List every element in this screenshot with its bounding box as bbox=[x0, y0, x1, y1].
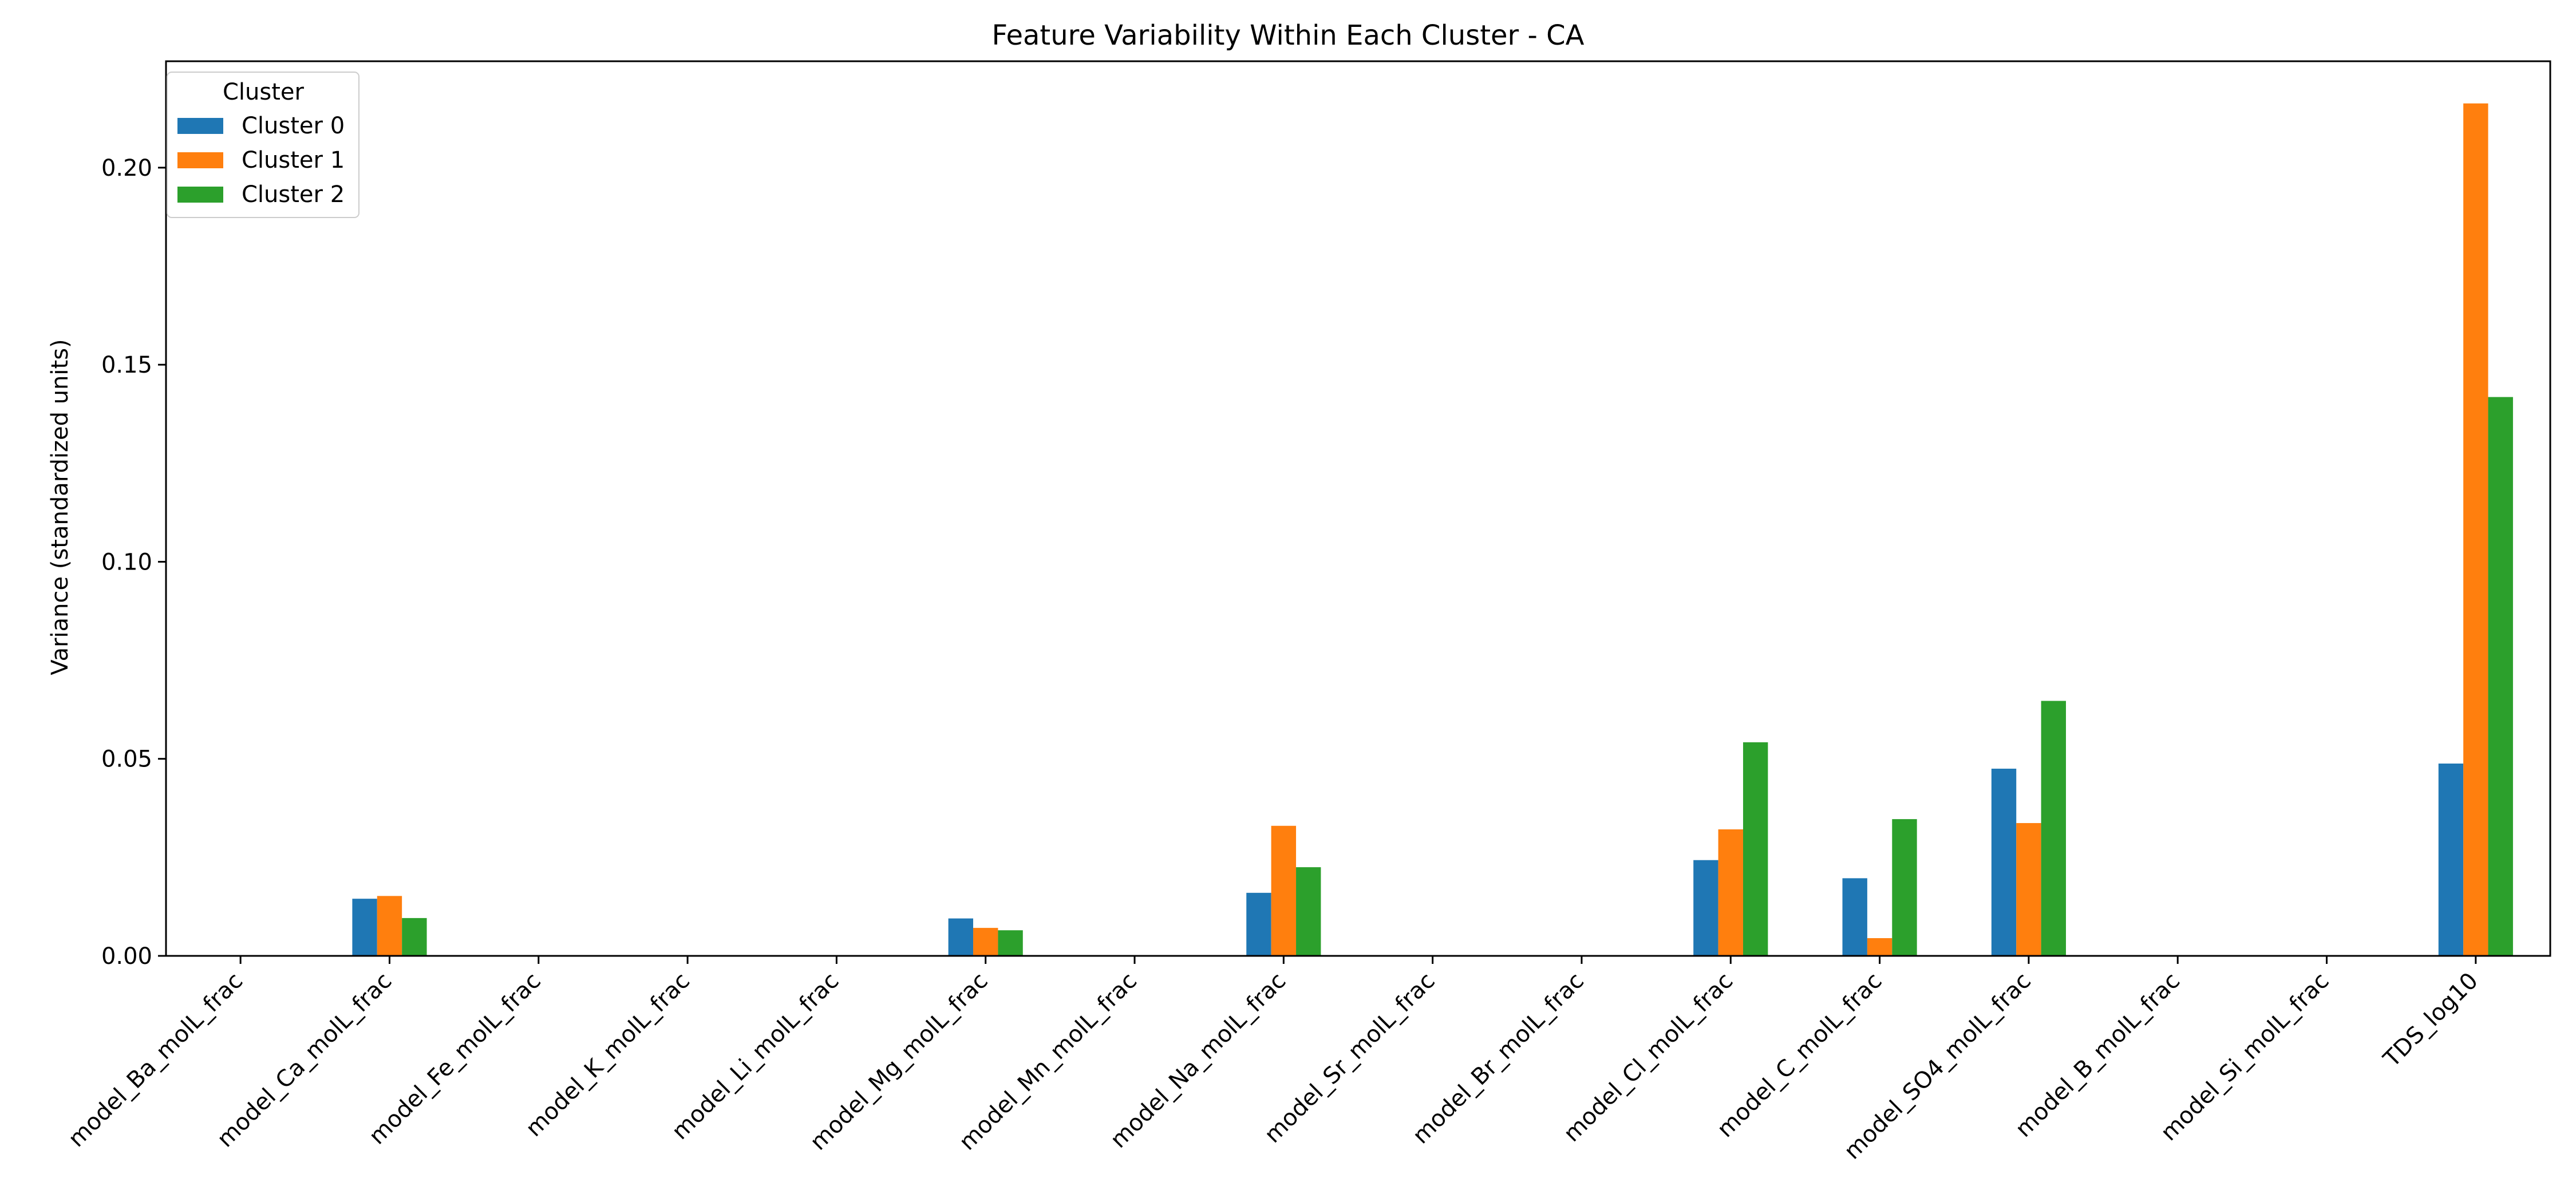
bar-cluster-1-model_mg_moll_frac bbox=[973, 928, 998, 956]
x-tick-label: model_Fe_molL_frac bbox=[364, 968, 546, 1150]
bar-cluster-2-tds_log10 bbox=[2488, 397, 2513, 956]
x-tick-label: TDS_log10 bbox=[2378, 968, 2483, 1073]
x-tick-label: model_C_molL_frac bbox=[1712, 968, 1887, 1143]
y-tick-label: 0.15 bbox=[101, 352, 152, 378]
legend-swatch bbox=[177, 187, 223, 203]
x-tick-label: model_Si_molL_frac bbox=[2156, 968, 2334, 1146]
y-axis: 0.00 0.05 0.10 0.15 0.20 bbox=[101, 155, 166, 970]
x-tick-label: model_K_molL_frac bbox=[521, 968, 696, 1142]
x-tick-label: model_Ca_molL_frac bbox=[212, 968, 397, 1153]
bar-cluster-1-model_so4_moll_frac bbox=[2016, 823, 2041, 956]
bar-cluster-1-model_na_moll_frac bbox=[1271, 825, 1297, 956]
legend-label: Cluster 0 bbox=[242, 113, 345, 139]
y-tick-label: 0.00 bbox=[101, 943, 152, 970]
plot-frame bbox=[165, 60, 2551, 957]
bar-cluster-2-model_c_moll_frac bbox=[1892, 819, 1917, 956]
legend-box bbox=[167, 72, 359, 218]
chart-title: Feature Variability Within Each Cluster … bbox=[992, 19, 1585, 52]
x-tick-label: model_Cl_molL_frac bbox=[1559, 968, 1739, 1148]
bar-cluster-0-model_so4_moll_frac bbox=[1991, 768, 2017, 956]
y-axis-label: Variance (standardized units) bbox=[47, 339, 73, 675]
x-axis: model_Ba_molL_fracmodel_Ca_molL_fracmode… bbox=[64, 956, 2483, 1165]
legend: Cluster Cluster 0 Cluster 1 Cluster 2 bbox=[167, 72, 359, 218]
bar-cluster-2-model_mg_moll_frac bbox=[998, 930, 1023, 956]
bar-cluster-1-model_c_moll_frac bbox=[1867, 938, 1893, 956]
legend-title: Cluster bbox=[223, 79, 305, 105]
bar-cluster-2-model_cl_moll_frac bbox=[1743, 742, 1768, 956]
bar-cluster-0-model_na_moll_frac bbox=[1246, 892, 1271, 956]
y-tick-label: 0.10 bbox=[101, 549, 152, 575]
x-tick-label: model_Ba_molL_frac bbox=[64, 968, 248, 1153]
x-tick-label: model_Li_molL_frac bbox=[667, 968, 844, 1145]
legend-swatch bbox=[177, 118, 223, 134]
legend-label: Cluster 2 bbox=[242, 181, 345, 208]
bar-cluster-0-model_cl_moll_frac bbox=[1693, 860, 1718, 956]
y-tick-label: 0.20 bbox=[101, 155, 152, 181]
legend-swatch bbox=[177, 152, 223, 168]
x-tick-label: model_Br_molL_frac bbox=[1408, 968, 1589, 1149]
bar-cluster-1-model_cl_moll_frac bbox=[1718, 829, 1743, 956]
x-tick-label: model_Sr_molL_frac bbox=[1259, 968, 1440, 1149]
bar-cluster-0-tds_log10 bbox=[2438, 763, 2464, 956]
bar-cluster-0-model_ca_moll_frac bbox=[352, 899, 377, 956]
bar-cluster-1-tds_log10 bbox=[2463, 103, 2488, 956]
bar-cluster-1-model_ca_moll_frac bbox=[377, 896, 402, 956]
bars-layer bbox=[352, 103, 2513, 956]
bar-cluster-2-model_ca_moll_frac bbox=[402, 918, 427, 956]
bar-cluster-0-model_mg_moll_frac bbox=[948, 918, 974, 956]
legend-label: Cluster 1 bbox=[242, 147, 345, 173]
y-tick-label: 0.05 bbox=[101, 746, 152, 773]
bar-cluster-2-model_so4_moll_frac bbox=[2041, 701, 2066, 956]
x-tick-label: model_B_molL_frac bbox=[2010, 968, 2185, 1142]
bar-cluster-2-model_na_moll_frac bbox=[1296, 867, 1321, 956]
bar-cluster-0-model_c_moll_frac bbox=[1842, 878, 1867, 956]
